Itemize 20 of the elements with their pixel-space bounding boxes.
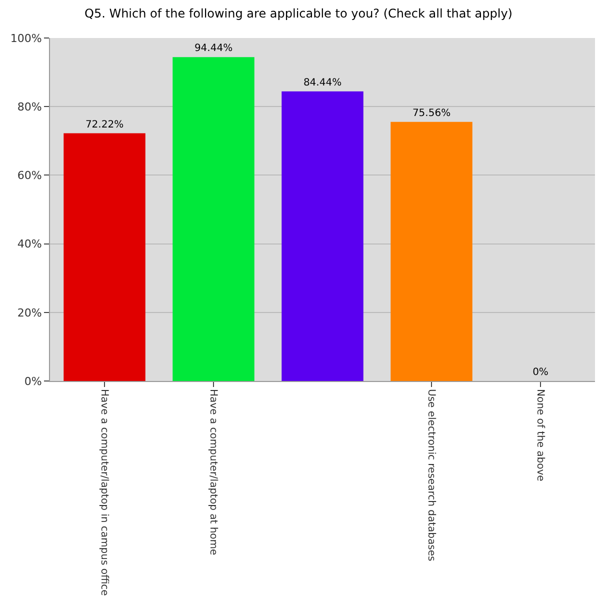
x-tick-label: Have a computer/laptop in campus office: [98, 389, 110, 596]
bar: [64, 133, 146, 381]
chart-title: Q5. Which of the following are applicable to you? (Check all that apply): [84, 6, 512, 20]
data-label: 84.44%: [303, 77, 342, 88]
y-tick-label: 0%: [24, 374, 42, 388]
data-label: 75.56%: [412, 108, 451, 119]
y-tick-label: 60%: [17, 169, 42, 182]
y-tick-label: 20%: [17, 306, 42, 320]
x-tick-label: Have a computer/laptop at home: [207, 389, 218, 556]
x-tick-label: None of the above: [534, 389, 546, 482]
data-label: 94.44%: [194, 43, 233, 54]
bar: [390, 122, 472, 381]
bar: [172, 57, 254, 381]
x-tick-label: Use electronic research databases: [425, 389, 436, 562]
y-tick-label: 40%: [17, 238, 42, 251]
y-tick-label: 100%: [10, 32, 42, 45]
bar: [282, 91, 364, 381]
y-tick-label: 80%: [17, 100, 42, 114]
data-label: 72.22%: [85, 119, 124, 130]
data-label: 0%: [532, 367, 548, 378]
